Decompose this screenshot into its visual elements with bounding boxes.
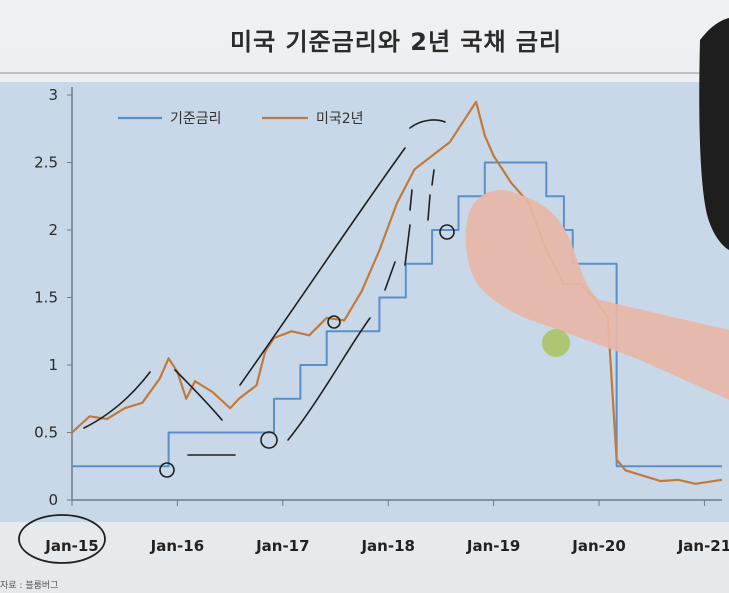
y-tick-label: 0 xyxy=(48,491,58,509)
annotation-circle xyxy=(159,462,175,478)
x-tick-label: Jan-18 xyxy=(360,537,414,555)
legend-label: 미국2년 xyxy=(316,111,364,127)
x-tick-label: Jan-21 xyxy=(677,537,729,555)
legend-label: 기준금리 xyxy=(170,111,222,127)
annotation-circle xyxy=(260,431,278,449)
annotation-ellipse xyxy=(18,514,106,564)
annotation-stroke xyxy=(384,261,396,291)
y-tick-label: 1.5 xyxy=(34,289,58,307)
y-tick-label: 1 xyxy=(48,356,58,374)
x-tick-label: Jan-15 xyxy=(44,537,98,555)
annotation-stroke xyxy=(431,169,435,186)
annotation-stroke xyxy=(83,371,151,429)
title-divider xyxy=(0,72,729,74)
handwritten-annotations xyxy=(18,119,455,564)
annotation-stroke xyxy=(404,224,411,266)
annotation-circle xyxy=(327,315,341,329)
plot-area xyxy=(0,82,729,522)
x-tick-label: Jan-16 xyxy=(150,537,204,555)
annotation-stroke xyxy=(409,119,446,129)
y-tick-label: 2.5 xyxy=(34,154,58,172)
y-tick-label: 0.5 xyxy=(34,424,58,442)
chart-axes: 0 0.5 1 1.5 2 2.5 3 Jan-15 Jan-16 Jan-17 Jan-18 Jan… xyxy=(34,86,729,555)
chart-legend: 기준금리 미국2년 xyxy=(118,111,364,127)
x-tick-label: Jan-20 xyxy=(571,537,625,555)
y-tick-label: 2 xyxy=(48,221,58,239)
annotation-stroke xyxy=(174,369,223,421)
source-note: 자료 : 블룸버그 xyxy=(0,581,59,591)
x-tick-label: Jan-17 xyxy=(255,537,309,555)
annotation-stroke xyxy=(239,147,406,386)
annotation-stroke xyxy=(427,194,431,221)
annotation-circle xyxy=(439,224,455,240)
y-tick-label: 3 xyxy=(48,86,58,104)
slide-title: 미국 기준금리와 2년 국채 금리 xyxy=(230,28,563,56)
annotation-stroke xyxy=(287,317,371,441)
x-tick-label: Jan-19 xyxy=(466,537,520,555)
annotation-stroke xyxy=(409,189,413,211)
